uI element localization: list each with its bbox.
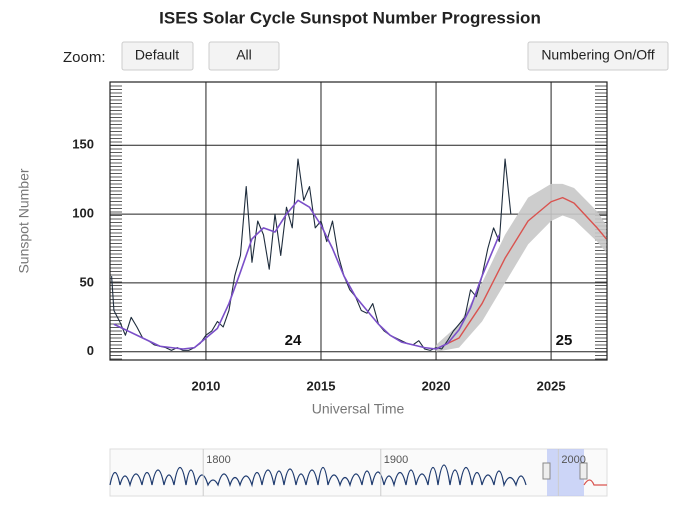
navigator-tick-label: 1800 bbox=[206, 454, 230, 466]
cycle-label: 24 bbox=[285, 332, 302, 349]
x-tick-label: 2015 bbox=[307, 378, 336, 393]
zoom-label: Zoom: bbox=[63, 49, 106, 66]
navigator-tick-label: 2000 bbox=[561, 454, 585, 466]
navigator[interactable] bbox=[109, 448, 608, 497]
x-tick-label: 2025 bbox=[537, 378, 566, 393]
plot-border bbox=[109, 81, 608, 361]
button-label: Default bbox=[135, 47, 179, 63]
x-axis-label: Universal Time bbox=[312, 401, 405, 417]
y-tick-label: 100 bbox=[72, 206, 94, 221]
y-tick-label: 0 bbox=[87, 343, 94, 358]
x-tick-label: 2010 bbox=[191, 378, 220, 393]
y-tick-label: 50 bbox=[80, 274, 94, 289]
y-axis-label: Sunspot Number bbox=[16, 168, 32, 273]
numbering-button[interactable]: Numbering On/Off bbox=[527, 41, 669, 71]
chart-title: ISES Solar Cycle Sunspot Number Progress… bbox=[159, 8, 541, 27]
all-button[interactable]: All bbox=[208, 41, 280, 71]
button-label: All bbox=[236, 47, 252, 63]
monthly-line bbox=[111, 158, 512, 351]
predicted-line bbox=[435, 196, 607, 350]
default-button[interactable]: Default bbox=[121, 41, 194, 71]
smoothed-line bbox=[113, 199, 501, 350]
navigator-tick-label: 1900 bbox=[384, 454, 408, 466]
button-label: Numbering On/Off bbox=[541, 47, 654, 63]
x-tick-label: 2020 bbox=[422, 378, 451, 393]
plot-area bbox=[111, 158, 607, 352]
cycle-label: 25 bbox=[556, 332, 573, 349]
y-tick-label: 150 bbox=[72, 137, 94, 152]
